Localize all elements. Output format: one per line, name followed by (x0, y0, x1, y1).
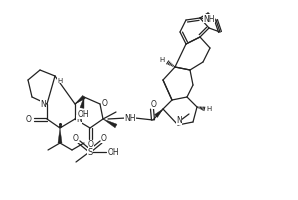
Text: O: O (26, 115, 32, 124)
Text: H: H (207, 105, 212, 111)
Text: O: O (88, 140, 94, 149)
Text: OH: OH (77, 110, 89, 119)
Text: NH: NH (124, 114, 136, 123)
Text: S: S (87, 148, 93, 157)
Text: O: O (102, 99, 108, 108)
Polygon shape (80, 98, 84, 109)
Text: O: O (151, 100, 157, 109)
Text: O: O (73, 134, 79, 143)
Text: N: N (76, 115, 82, 124)
Text: N: N (176, 116, 182, 125)
Text: H: H (159, 57, 164, 63)
Polygon shape (75, 96, 85, 104)
Text: O: O (101, 134, 107, 143)
Polygon shape (155, 109, 163, 118)
Text: N: N (40, 100, 46, 109)
Text: OH: OH (107, 148, 119, 157)
Polygon shape (103, 119, 117, 128)
Text: NH: NH (203, 14, 215, 23)
Polygon shape (58, 128, 62, 143)
Text: H: H (58, 78, 63, 84)
